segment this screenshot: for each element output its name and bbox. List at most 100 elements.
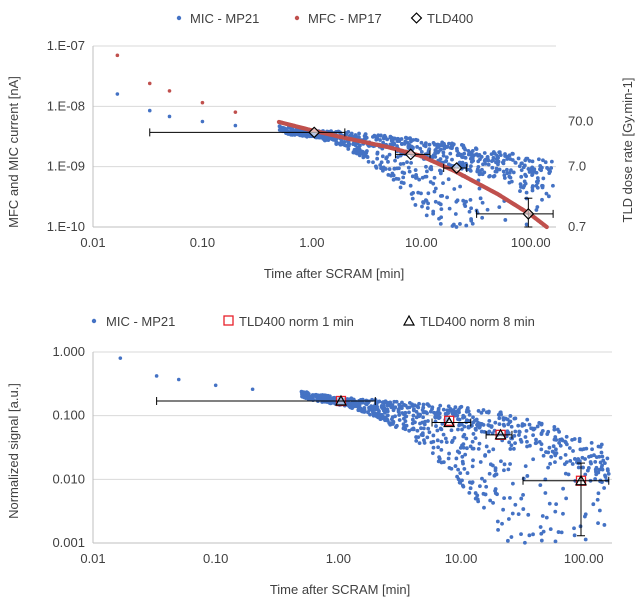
band-point	[407, 400, 412, 405]
y-tick-label: 0.100	[52, 408, 85, 423]
band-point	[455, 148, 460, 153]
band-point	[486, 158, 491, 163]
band-point	[419, 149, 424, 154]
band-point	[476, 499, 481, 504]
tld400-marker	[450, 162, 463, 174]
band-point	[554, 438, 559, 442]
band-point	[403, 419, 408, 424]
band-point	[454, 225, 459, 229]
band-point	[438, 426, 443, 431]
band-point	[277, 124, 282, 129]
band-point	[438, 202, 443, 207]
band-point	[508, 462, 512, 466]
band-point	[441, 432, 446, 437]
band-point	[462, 151, 467, 156]
band-point	[551, 444, 556, 449]
data-point	[200, 100, 205, 105]
band-point	[415, 428, 420, 433]
band-point	[385, 137, 390, 142]
band-point	[473, 496, 478, 501]
band-point	[467, 412, 472, 417]
band-point	[374, 137, 379, 142]
band-point	[394, 423, 399, 428]
band-point	[433, 199, 438, 204]
band-point	[580, 455, 585, 460]
band-point	[350, 402, 355, 407]
band-point	[439, 207, 444, 212]
band-point	[467, 490, 472, 495]
band-point	[485, 155, 490, 159]
band-point	[482, 479, 487, 483]
band-point	[539, 431, 544, 436]
band-point	[507, 440, 512, 445]
band-point	[447, 206, 452, 211]
band-point	[536, 157, 541, 162]
tld400-marker	[522, 207, 535, 220]
legend-marker-tld400	[410, 12, 423, 24]
band-point	[530, 188, 535, 193]
band-point	[468, 444, 473, 449]
band-point	[446, 177, 451, 182]
band-point	[408, 183, 413, 188]
band-point	[525, 444, 529, 449]
band-point	[471, 420, 476, 425]
band-point	[490, 165, 495, 170]
band-point	[317, 395, 322, 400]
band-point	[571, 449, 575, 453]
band-point	[436, 149, 441, 154]
band-point	[594, 455, 599, 460]
band-point	[379, 160, 384, 165]
band-point	[421, 415, 425, 420]
band-point	[354, 151, 359, 156]
band-point	[310, 395, 314, 400]
band-point	[443, 159, 448, 164]
band-point	[496, 159, 501, 164]
band-point	[498, 410, 503, 415]
band-point	[462, 432, 467, 437]
data-point	[233, 110, 238, 114]
band-point	[441, 150, 446, 155]
band-point	[467, 209, 472, 214]
band-point	[405, 160, 409, 165]
band-point	[484, 444, 489, 449]
band-point	[380, 154, 385, 159]
band-point	[484, 410, 489, 415]
band-point	[400, 400, 404, 405]
band-point	[376, 407, 380, 412]
band-point	[430, 451, 435, 456]
y2-tick-label: 70.0	[568, 114, 593, 129]
band-point	[549, 454, 554, 459]
band-point	[502, 423, 507, 428]
band-point	[478, 196, 483, 201]
band-point	[381, 136, 386, 141]
band-point	[474, 147, 479, 151]
band-point	[373, 164, 378, 169]
band-point	[511, 170, 516, 175]
band-point	[384, 156, 389, 161]
band-point	[447, 451, 451, 456]
data-point	[167, 114, 172, 119]
data-point	[115, 92, 120, 96]
band-point	[494, 166, 499, 171]
band-point	[342, 139, 347, 144]
band-point	[378, 138, 382, 142]
legend-marker-mfc	[294, 15, 300, 21]
band-point	[534, 437, 538, 442]
band-point	[394, 399, 399, 404]
band-point	[487, 174, 492, 179]
band-point	[347, 397, 352, 402]
band-point	[499, 459, 503, 464]
band-point	[461, 143, 466, 148]
band-point	[564, 442, 569, 447]
band-point	[422, 441, 427, 445]
band-point	[387, 167, 392, 171]
band-point	[605, 456, 610, 461]
bottom-chart: MIC - MP21 TLD400 norm 1 min TLD400 norm…	[6, 314, 612, 597]
band-point	[602, 523, 607, 527]
band-point	[509, 443, 514, 448]
band-point	[424, 213, 429, 218]
band-point	[437, 143, 442, 147]
band-point	[508, 414, 513, 418]
band-point	[496, 155, 501, 160]
